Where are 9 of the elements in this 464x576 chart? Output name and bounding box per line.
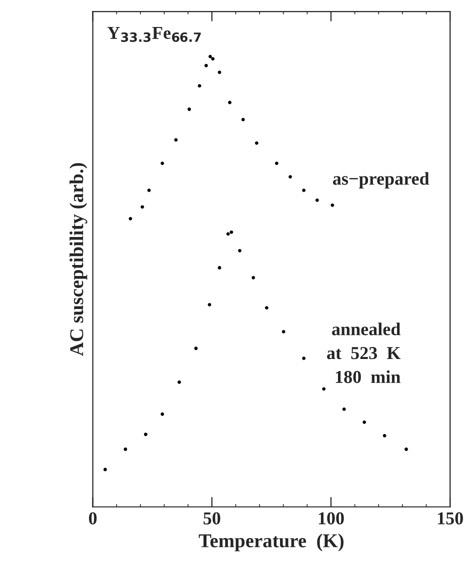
y-axis-title: AC susceptibility (arb.) <box>70 163 88 356</box>
x-tick-label: 100 <box>318 512 344 524</box>
x-tick-label: 50 <box>204 512 220 524</box>
text: Y$_{33.3}$Fe$_{66.7}$ <box>107 26 201 42</box>
x-tick-label: 0 <box>88 512 97 524</box>
x-axis-title: Temperature (K) <box>198 534 344 552</box>
series-label: as−prepared <box>332 172 430 188</box>
x-tick-label: 150 <box>438 512 463 524</box>
series-label: annealed at 523 K 180 min <box>327 322 401 384</box>
